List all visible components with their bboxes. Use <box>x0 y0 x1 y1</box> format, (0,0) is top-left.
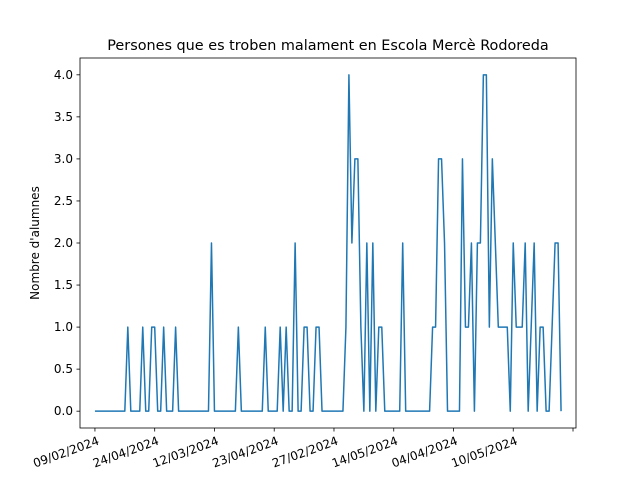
y-axis-label: Nombre d'alumnes <box>28 186 42 300</box>
y-tick-label: 4.0 <box>54 68 73 82</box>
y-tick-label: 3.5 <box>54 110 73 124</box>
y-tick-label: 1.5 <box>54 278 73 292</box>
y-tick-label: 0.0 <box>54 404 73 418</box>
plot-frame <box>79 57 577 429</box>
series-layer <box>94 74 562 412</box>
y-tick-label: 2.0 <box>54 236 73 250</box>
y-tick-label: 2.5 <box>54 194 73 208</box>
y-tick-label: 3.0 <box>54 152 73 166</box>
y-axis: 0.0 0.5 1.0 1.5 2.0 2.5 3.0 3.5 4.0 <box>54 68 80 418</box>
chart-title: Persones que es troben malament en Escol… <box>107 38 548 54</box>
series-line-0 <box>94 74 562 412</box>
y-tick-label: 1.0 <box>54 320 73 334</box>
y-tick-label: 0.5 <box>54 362 73 376</box>
